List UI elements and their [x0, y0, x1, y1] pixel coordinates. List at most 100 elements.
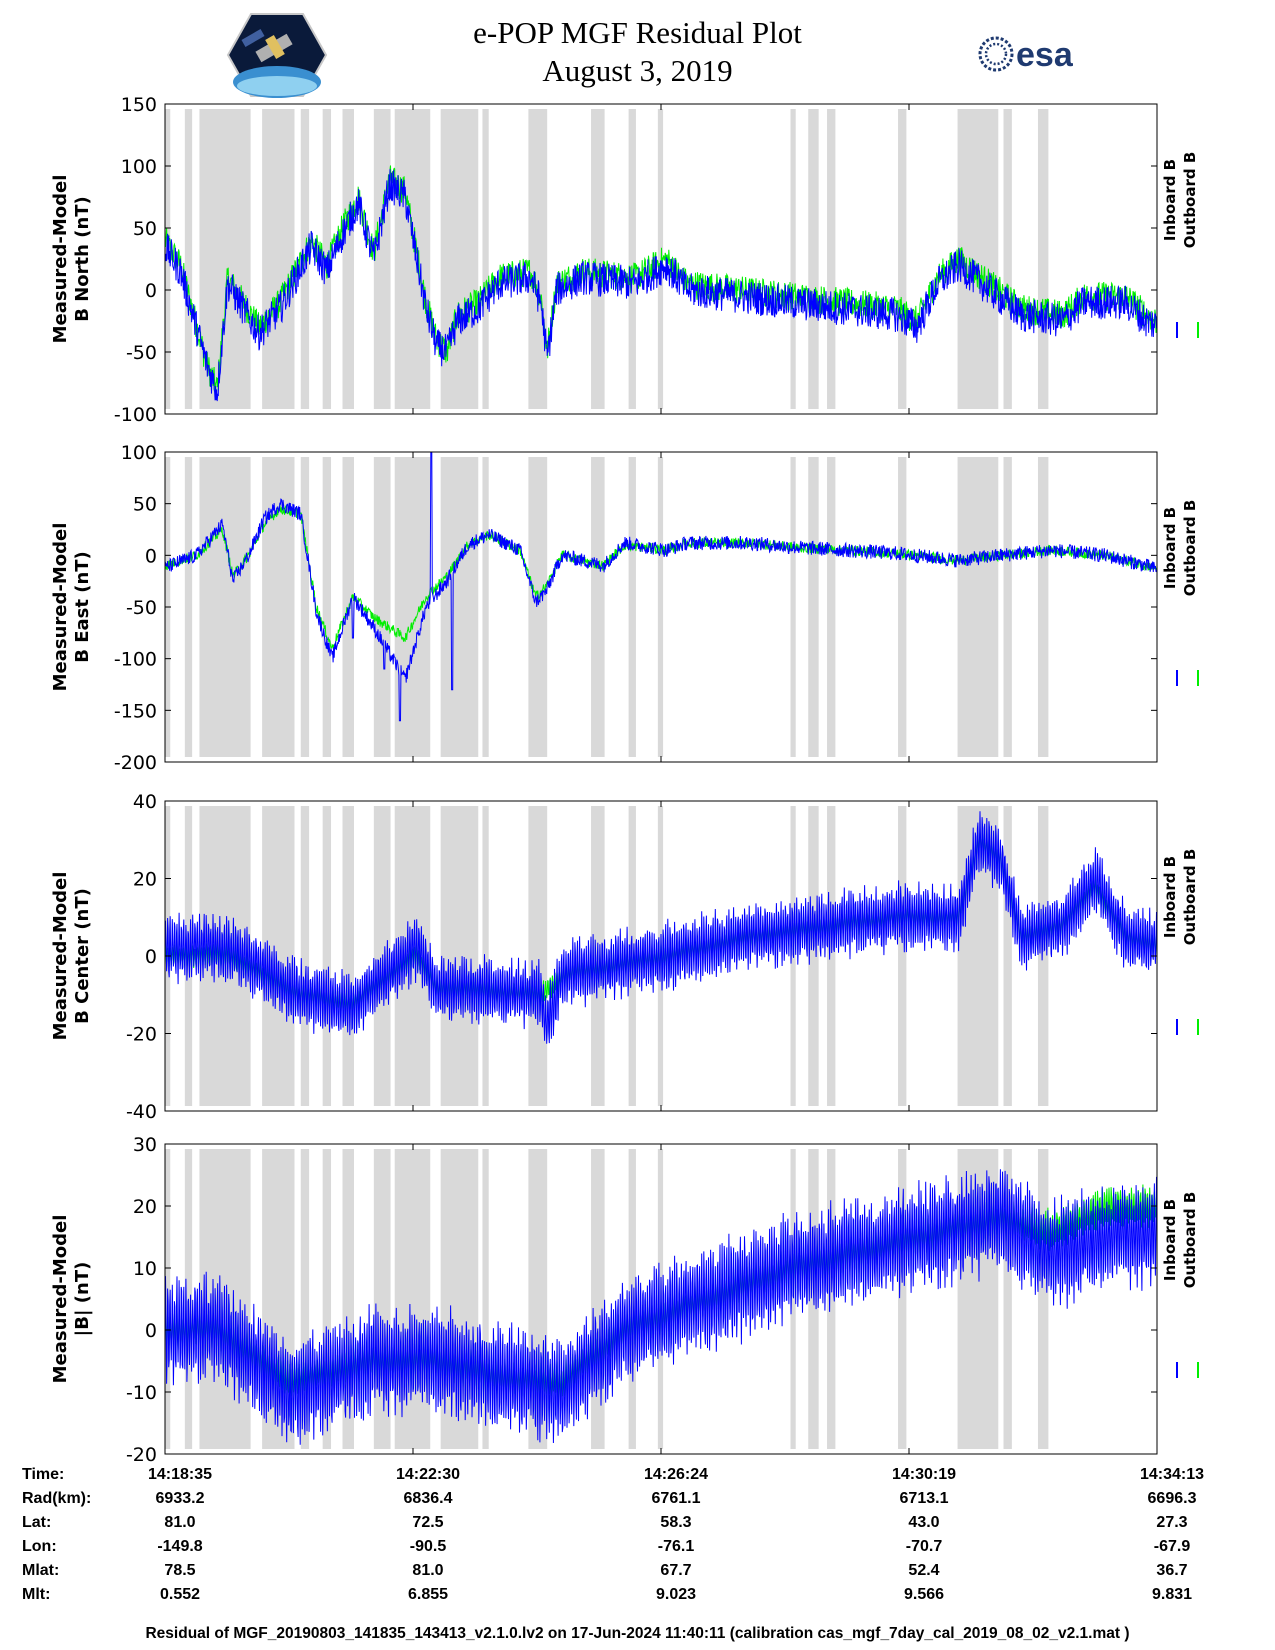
- shade-band: [373, 457, 391, 757]
- legend-outboard: Outboard B: [1181, 849, 1199, 946]
- shade-band: [898, 457, 907, 757]
- shade-band: [262, 457, 295, 757]
- y-axis-label: Measured-ModelB North (nT): [50, 175, 93, 344]
- y-axis-label: Measured-Model|B| (nT): [50, 1215, 93, 1384]
- shade-band: [199, 457, 251, 757]
- y-tick-label: 0: [145, 280, 157, 302]
- shade-band: [591, 109, 605, 409]
- series-inboard-b: [164, 1169, 1158, 1445]
- y-tick-label: 30: [133, 1134, 157, 1156]
- shade-band: [827, 457, 836, 757]
- y-tick-label: 40: [133, 791, 157, 813]
- shade-band: [591, 1149, 605, 1449]
- y-axis-label-line1: Measured-Model: [50, 175, 71, 344]
- shade-band: [322, 806, 332, 1106]
- y-tick-label: -150: [114, 700, 157, 722]
- info-row-value: 36.7: [1156, 1562, 1188, 1579]
- info-row-value: 14:30:19: [891, 1466, 957, 1483]
- y-tick-label: -10: [126, 1382, 157, 1404]
- shade-band: [591, 457, 605, 757]
- shade-band: [808, 109, 819, 409]
- y-tick-label: -100: [114, 649, 157, 671]
- shade-band: [528, 109, 548, 409]
- legend-inboard: Inboard B: [1161, 856, 1179, 938]
- legend-outboard: Outboard B: [1181, 152, 1199, 249]
- shade-band: [300, 457, 310, 757]
- info-row-label: Time:: [22, 1466, 65, 1483]
- shade-band: [1003, 806, 1012, 1106]
- shade-band: [342, 457, 355, 757]
- shade-band: [628, 109, 636, 409]
- shade-band: [394, 109, 431, 409]
- shade-band: [482, 1149, 489, 1449]
- y-tick-label: -200: [114, 752, 157, 774]
- shade-band: [482, 457, 489, 757]
- shade-band: [1037, 109, 1049, 409]
- shade-band: [300, 806, 310, 1106]
- shade-band: [957, 457, 999, 757]
- shade-band: [1037, 457, 1049, 757]
- shade-band: [1003, 109, 1012, 409]
- info-row-value: 6836.4: [403, 1490, 453, 1507]
- shade-band: [528, 457, 548, 757]
- info-row-value: -70.7: [905, 1538, 943, 1555]
- shade-band: [482, 806, 489, 1106]
- shade-band: [790, 109, 796, 409]
- info-row-value: 14:26:24: [643, 1466, 709, 1483]
- plot-east: 100 50 0 -50 -100 -150 -200 Measured-ModelB Eas…: [50, 442, 1199, 774]
- shade-band: [808, 457, 819, 757]
- y-tick-label: 0: [145, 946, 157, 968]
- info-row-value: 9.566: [903, 1586, 945, 1603]
- y-tick-label: 100: [121, 156, 157, 178]
- legend: Inboard B Outboard B: [1161, 1192, 1199, 1289]
- shade-band: [827, 1149, 836, 1449]
- y-tick-label: 50: [133, 494, 157, 516]
- y-tick-label: -20: [126, 1444, 157, 1466]
- info-row-value: 6933.2: [155, 1490, 205, 1507]
- shade-band: [528, 806, 548, 1106]
- shade-band: [898, 806, 907, 1106]
- legend-outboard: Outboard B: [1181, 500, 1199, 597]
- y-tick-label: 10: [133, 1258, 157, 1280]
- y-axis-label-line1: Measured-Model: [50, 1215, 71, 1384]
- info-row-value: -76.1: [657, 1538, 695, 1555]
- y-axis-label-line2: B Center (nT): [72, 888, 93, 1024]
- shade-band: [394, 457, 431, 757]
- shade-band: [790, 457, 796, 757]
- info-row-value: 6.855: [407, 1586, 449, 1603]
- shade-band: [482, 109, 489, 409]
- info-row-value: 43.0: [908, 1514, 940, 1531]
- title-line-1: e-POP MGF Residual Plot: [473, 15, 802, 50]
- plot-center: 40 20 0 -20 -40 Measured-ModelB Center (nT) In…: [50, 791, 1199, 1123]
- esa-logo-text: esa: [1016, 36, 1074, 74]
- shade-band: [657, 109, 664, 409]
- y-tick-label: 100: [121, 442, 157, 464]
- info-row-value: 81.0: [412, 1562, 444, 1579]
- shade-band: [394, 1149, 431, 1449]
- info-row-value: 78.5: [164, 1562, 196, 1579]
- legend: Inboard B Outboard B: [1161, 500, 1199, 597]
- info-row-value: -90.5: [409, 1538, 447, 1555]
- y-tick-label: -100: [114, 404, 157, 426]
- info-row-value: -149.8: [157, 1538, 203, 1555]
- y-tick-label: -40: [126, 1101, 157, 1123]
- shade-band: [342, 806, 355, 1106]
- info-row-value: 27.3: [1156, 1514, 1188, 1531]
- y-axis-label-line2: B North (nT): [72, 196, 93, 322]
- shade-band: [657, 457, 664, 757]
- y-tick-label: -20: [126, 1024, 157, 1046]
- shade-band: [322, 1149, 332, 1449]
- y-tick-label: -50: [126, 597, 157, 619]
- cassiope-logo: [226, 13, 328, 98]
- info-row-value: 9.831: [1151, 1586, 1193, 1603]
- y-tick-label: 20: [133, 869, 157, 891]
- y-axis-label-line1: Measured-Model: [50, 872, 71, 1041]
- info-row-value: 14:22:30: [395, 1466, 461, 1483]
- title-line-2: August 3, 2019: [542, 53, 733, 88]
- info-row-value: 0.552: [159, 1586, 201, 1603]
- shade-band: [790, 1149, 796, 1449]
- shade-band: [440, 457, 479, 757]
- series-inboard-b: [164, 169, 1158, 402]
- shade-band: [342, 109, 355, 409]
